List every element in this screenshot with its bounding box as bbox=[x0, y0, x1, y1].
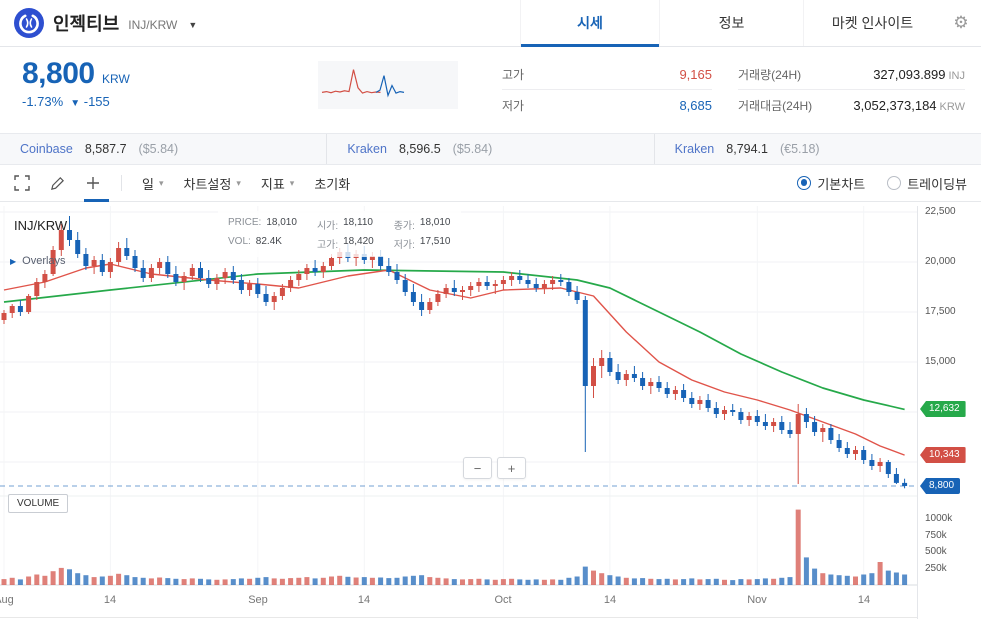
chart-symbol-label: INJ/KRW bbox=[14, 218, 68, 233]
x-axis-tick: 14 bbox=[603, 594, 617, 606]
interval-dropdown[interactable]: 일 ▾ bbox=[142, 176, 164, 192]
tab-market-insight[interactable]: 마켓 인사이트 bbox=[803, 0, 941, 46]
draw-pencil-icon[interactable] bbox=[50, 176, 65, 191]
price-tag: 12,632 bbox=[920, 401, 966, 417]
y-axis-tick: 250k bbox=[925, 563, 947, 574]
overlays-toggle[interactable]: ▶ Overlays bbox=[10, 255, 66, 267]
change-percent: -1.73% bbox=[22, 94, 64, 109]
coin-dropdown-caret-icon[interactable]: ▼ bbox=[188, 19, 198, 30]
overlays-arrow-icon: ▶ bbox=[10, 256, 17, 266]
chart-area[interactable]: INJ/KRW PRICE: 18,010 시가: 18,110 종가: 18,010… bbox=[0, 202, 981, 619]
x-axis-tick: 14 bbox=[357, 594, 371, 606]
tab-price[interactable]: 시세 bbox=[520, 0, 659, 47]
y-axis-tick: 15,000 bbox=[925, 356, 956, 367]
ohlc-legend: PRICE: 18,010 시가: 18,110 종가: 18,010 VOL: 82.… bbox=[218, 211, 461, 257]
fullscreen-icon[interactable] bbox=[14, 175, 30, 191]
x-axis-tick: Sep bbox=[248, 594, 268, 606]
x-axis-tick: Aug bbox=[0, 594, 14, 606]
chevron-down-icon: ▾ bbox=[158, 178, 164, 188]
top-tabs: 시세 정보 마켓 인사이트 bbox=[520, 0, 941, 47]
active-tool-underline bbox=[84, 199, 109, 202]
indicators-dropdown[interactable]: 지표 ▾ bbox=[260, 176, 295, 192]
zoom-in-button[interactable]: + bbox=[497, 457, 526, 479]
coin-pair: INJ/KRW bbox=[128, 17, 178, 32]
current-price: 8,800 bbox=[22, 57, 95, 90]
price-axis: 22,500 20,000 17,500 15,000 1000k 750k 500k 250… bbox=[917, 206, 981, 619]
zoom-out-button[interactable]: − bbox=[463, 457, 492, 479]
tab-info[interactable]: 정보 bbox=[659, 0, 803, 46]
volume-bars bbox=[1, 509, 908, 585]
y-axis-tick: 1000k bbox=[925, 513, 953, 524]
chart-settings-dropdown[interactable]: 차트설정 ▾ bbox=[183, 176, 241, 192]
x-axis-tick: 14 bbox=[103, 594, 117, 606]
radio-selected-icon bbox=[797, 176, 812, 190]
exchange-item-kraken-usd: Kraken 8,596.5 ($5.84) bbox=[326, 134, 653, 164]
injective-logo bbox=[14, 8, 44, 38]
coin-name: 인젝티브 bbox=[53, 14, 120, 34]
x-axis-tick: Nov bbox=[747, 594, 767, 606]
stats-grid: 고가 9,165 저가 8,685 거래량(24H) 327,093.899 IN… bbox=[502, 59, 965, 120]
toolbar-separator bbox=[121, 175, 122, 191]
x-axis-tick: Oct bbox=[494, 594, 512, 606]
price-tag: 8,800 bbox=[920, 478, 961, 494]
ma-long-line bbox=[3, 269, 905, 411]
chart-toolbar: 일 ▾ 차트설정 ▾ 지표 ▾ 초기화 기본차트 트레이딩뷰 bbox=[0, 165, 981, 202]
candlestick-chart[interactable] bbox=[0, 206, 917, 596]
down-arrow-icon: ▼ bbox=[70, 98, 81, 109]
exchange-item-coinbase: Coinbase 8,587.7 ($5.84) bbox=[20, 142, 179, 156]
y-axis-tick: 17,500 bbox=[925, 306, 956, 317]
price-tag: 10,343 bbox=[920, 447, 966, 463]
radio-unselected-icon bbox=[887, 176, 902, 190]
grid-lines bbox=[0, 206, 917, 586]
volume-label: VOLUME bbox=[8, 494, 69, 513]
stat-trade-value-24h: 거래대금(24H) 3,052,373,184 KRW bbox=[738, 98, 965, 113]
stat-high: 고가 9,165 bbox=[502, 59, 712, 90]
app-header: 인젝티브 INJ/KRW ▼ 시세 정보 마켓 인사이트 ⚙ bbox=[0, 0, 981, 47]
y-axis-tick: 20,000 bbox=[925, 256, 956, 267]
price-sparkline bbox=[318, 61, 458, 109]
y-axis-tick: 22,500 bbox=[925, 206, 956, 217]
y-axis-tick: 750k bbox=[925, 530, 947, 541]
stat-low: 저가 8,685 bbox=[502, 98, 712, 113]
stat-volume-24h: 거래량(24H) 327,093.899 INJ bbox=[738, 59, 965, 90]
price-currency: KRW bbox=[102, 72, 130, 86]
radio-tradingview[interactable]: 트레이딩뷰 bbox=[887, 174, 967, 193]
change-amount-group: ▼ -155 bbox=[70, 94, 110, 109]
chevron-down-icon: ▾ bbox=[236, 178, 241, 188]
zoom-controls: − + bbox=[463, 457, 526, 479]
reset-button[interactable]: 초기화 bbox=[314, 176, 351, 192]
price-summary: 8,800 KRW -1.73% ▼ -155 고가 9,165 저가 8,68… bbox=[0, 47, 981, 133]
coin-block: 인젝티브 INJ/KRW ▼ bbox=[0, 0, 520, 46]
settings-gear-icon[interactable]: ⚙ bbox=[953, 13, 969, 32]
price-block: 8,800 KRW -1.73% ▼ -155 bbox=[0, 47, 318, 109]
exchange-item-kraken-eur: Kraken 8,794.1 (€5.18) bbox=[653, 134, 981, 164]
x-axis-tick: 14 bbox=[857, 594, 871, 606]
exchange-compare-bar: Coinbase 8,587.7 ($5.84) Kraken 8,596.5 … bbox=[0, 133, 981, 165]
time-axis: Aug 14 Sep 14 Oct 14 Nov 14 bbox=[0, 594, 917, 610]
y-axis-tick: 500k bbox=[925, 546, 947, 557]
chevron-down-icon: ▾ bbox=[289, 178, 295, 188]
radio-basic-chart[interactable]: 기본차트 bbox=[797, 174, 865, 193]
price-change: -1.73% ▼ -155 bbox=[22, 94, 318, 109]
add-chart-icon[interactable] bbox=[85, 175, 101, 191]
chart-mode-group: 기본차트 트레이딩뷰 bbox=[797, 174, 967, 193]
candles bbox=[1, 216, 908, 489]
